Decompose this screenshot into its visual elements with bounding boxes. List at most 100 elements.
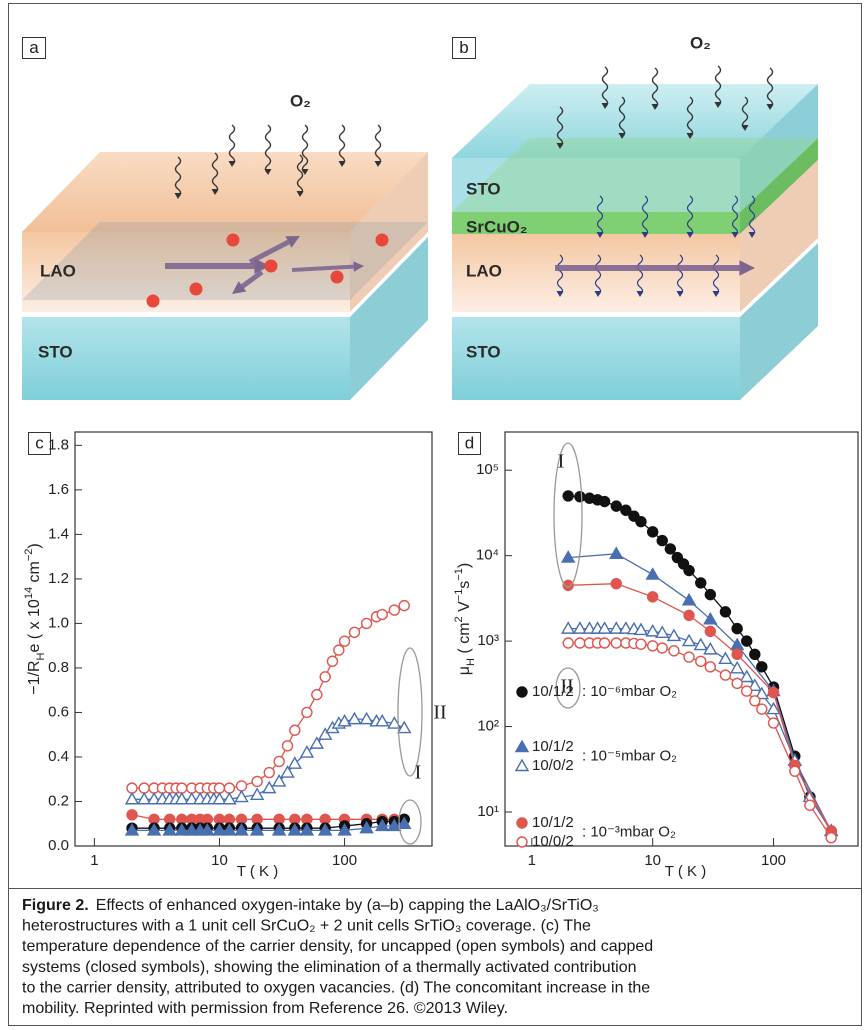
arrow-head (641, 232, 649, 238)
marker (398, 599, 410, 612)
defect-dot (146, 294, 160, 308)
marker (319, 671, 331, 683)
marker (562, 637, 574, 649)
caption: Figure 2. Effects of enhanced oxygen-inta… (22, 897, 653, 1017)
oxygen-arrow (651, 67, 659, 109)
lao-layer-side (740, 160, 818, 312)
y-axis-label-part: H (465, 658, 477, 666)
marker (212, 791, 227, 805)
y-axis-label: μH ( cm2 V−1s−1) (453, 563, 477, 675)
marker (749, 648, 761, 661)
series-line (568, 583, 832, 832)
defect-dot (375, 233, 389, 247)
marker (289, 724, 301, 736)
marker (287, 823, 302, 836)
marker (574, 490, 586, 503)
annotation-ellipse (398, 799, 422, 845)
arrow-head (556, 143, 564, 149)
marker (635, 515, 647, 528)
arrow-head (766, 104, 774, 110)
layer-label: STO (38, 342, 73, 361)
annotation: I (558, 451, 565, 473)
top-face (22, 152, 428, 232)
lao-layer-side (350, 152, 428, 312)
arrow-head (228, 161, 236, 167)
marker (703, 611, 718, 625)
y-axis-label: −1/RHe ( x 1014 cm−2) (23, 543, 47, 694)
caption-label: Figure 2. (22, 897, 89, 914)
arrow-head (741, 125, 749, 131)
y-axis-label-part: cm (26, 561, 43, 587)
defect-dot (264, 259, 278, 273)
arrow-head (618, 133, 626, 139)
marker (695, 655, 707, 668)
panel-label: a (29, 38, 39, 57)
marker (574, 637, 586, 649)
arrow-head (338, 161, 346, 167)
marker (635, 638, 647, 650)
marker (668, 645, 680, 657)
marker (184, 791, 199, 805)
marker (562, 490, 574, 502)
carrier-arrow-head (285, 236, 300, 248)
marker (397, 720, 412, 734)
arrow-head (374, 161, 382, 167)
marker (309, 736, 325, 749)
green-glow (452, 138, 818, 212)
oxygen-arrow (301, 124, 309, 174)
sto-layer-front (22, 317, 350, 400)
arrow-head (714, 102, 722, 108)
marker (704, 588, 717, 601)
marker (251, 775, 263, 788)
marker (326, 655, 339, 667)
marker (739, 669, 754, 683)
layer-label: LAO (40, 261, 76, 280)
marker (683, 609, 695, 622)
marker (387, 716, 402, 729)
oxygen-arrow (211, 152, 219, 194)
y-axis-label-part: −1 (453, 568, 465, 581)
series-line (568, 642, 832, 839)
marker (516, 836, 528, 848)
oxygen-arrow (264, 124, 272, 174)
marker (731, 677, 743, 690)
layer-label: LAO (466, 261, 502, 280)
marker (656, 642, 668, 654)
annotation: II (433, 702, 446, 724)
legend-entry: 10/1/2 (532, 683, 574, 700)
marker (301, 706, 313, 719)
marker (249, 787, 265, 801)
y-axis-label-part: s (456, 581, 473, 589)
marker (222, 823, 237, 836)
marker (655, 625, 670, 639)
oxygen-arrow (374, 124, 382, 166)
marker (271, 774, 287, 787)
panel-label-box (28, 432, 51, 455)
caption-text: mobility. Reprinted with permission from… (22, 1000, 508, 1017)
carrier-arrow-head (232, 281, 247, 294)
gas-label: O₂ (290, 91, 311, 110)
y-axis-label-part: ) (456, 563, 473, 568)
lao-layer-front (22, 232, 350, 312)
marker (375, 818, 390, 832)
marker (729, 660, 745, 674)
y-axis-label-part: −2 (23, 549, 35, 562)
plot-frame (504, 431, 859, 847)
arrow-head (594, 291, 602, 297)
marker (317, 823, 333, 836)
marker (235, 780, 248, 792)
marker (610, 637, 622, 649)
marker (645, 567, 660, 580)
arrow-head (686, 232, 694, 238)
y-tick-label: 1.8 (48, 436, 69, 453)
y-tick-label: 1.0 (48, 614, 69, 631)
marker (138, 782, 150, 794)
marker (756, 661, 768, 673)
marker (741, 635, 753, 647)
panel-label-box (22, 37, 46, 59)
marker (754, 686, 770, 700)
marker (683, 651, 695, 663)
marker (666, 628, 682, 642)
marker (271, 823, 287, 836)
interface-plane (22, 222, 428, 300)
